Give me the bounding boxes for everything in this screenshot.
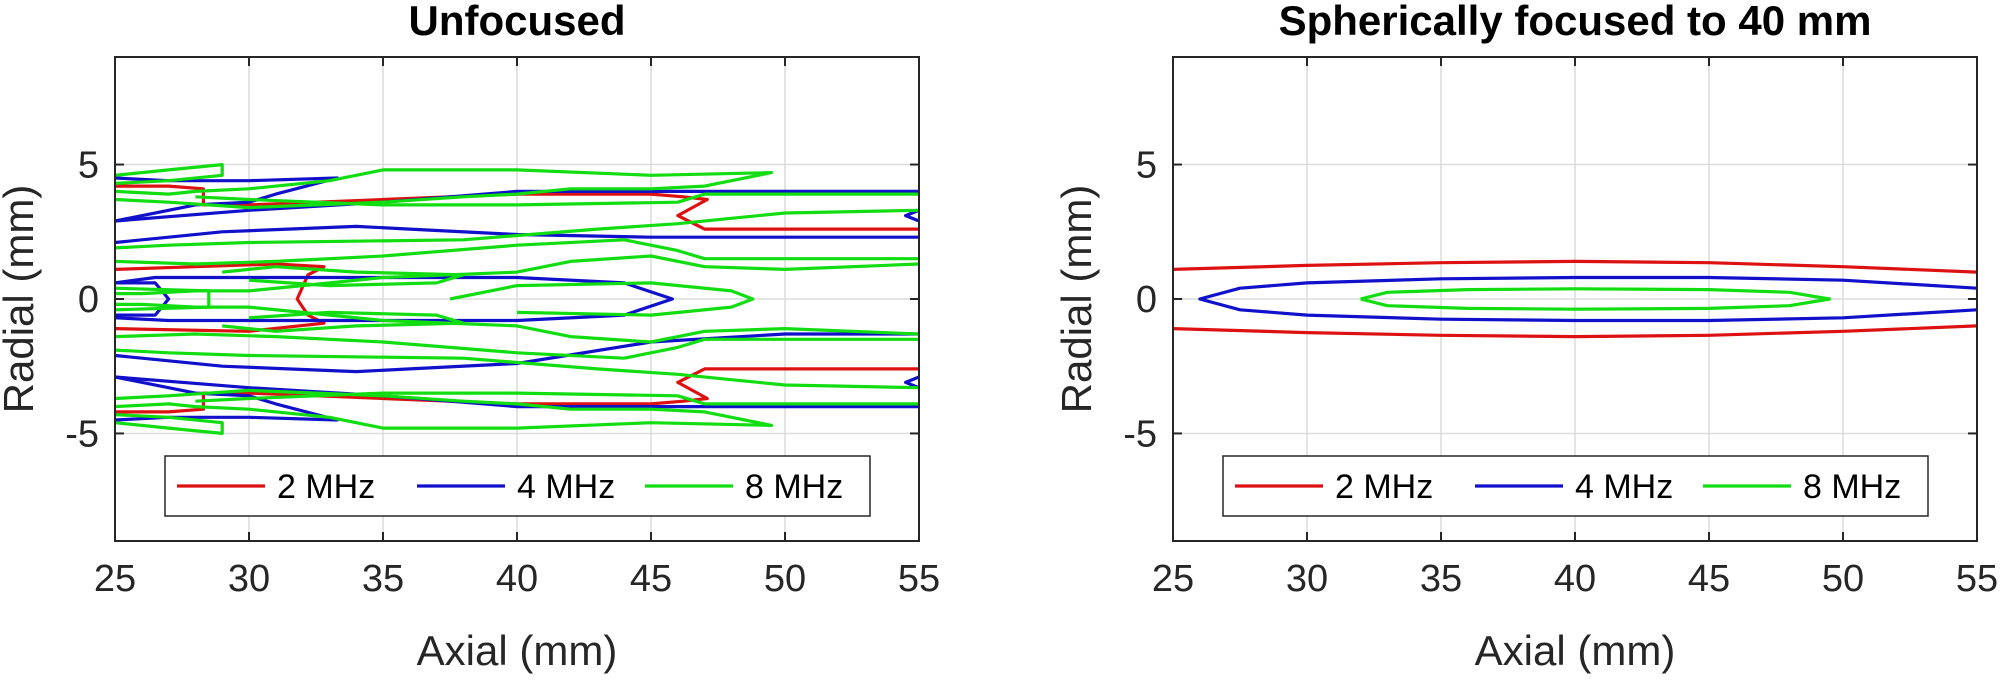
x-tick-label: 55	[1956, 558, 1998, 600]
y-tick-label: 5	[1136, 145, 1157, 187]
y-axis-label: Radial (mm)	[1053, 185, 1100, 414]
x-tick-label: 45	[630, 558, 672, 600]
chart-title: Spherically focused to 40 mm	[1279, 0, 1872, 44]
x-tick-label: 30	[1286, 558, 1328, 600]
contour-line-8-mhz	[115, 348, 919, 390]
y-axis-label: Radial (mm)	[0, 185, 42, 414]
legend-box	[164, 455, 871, 517]
contour-line-8-mhz	[115, 413, 224, 435]
contour-line-8-mhz	[449, 281, 755, 317]
contour-line-4-mhz	[115, 332, 919, 374]
contour-line-4-mhz	[115, 224, 919, 245]
axes-box	[114, 56, 920, 542]
contour-line-8-mhz	[115, 238, 919, 266]
contour-line-4-mhz	[115, 189, 919, 223]
x-axis-label: Axial (mm)	[417, 627, 618, 674]
legend-label: 8 MHz	[1803, 468, 1901, 506]
x-tick-label: 40	[496, 558, 538, 600]
x-tick-label: 50	[764, 558, 806, 600]
legend: 2 MHz 4 MHz 8 MHz	[1222, 455, 1929, 517]
legend-label: 8 MHz	[745, 468, 843, 506]
contour-group	[115, 163, 919, 435]
contour-line-4-mhz	[904, 375, 919, 390]
x-tick-label: 55	[898, 558, 940, 600]
contour-line-2-mhz	[1173, 259, 1977, 274]
y-tick-label: 5	[78, 145, 99, 187]
contour-line-8-mhz	[115, 332, 919, 360]
contour-line-8-mhz	[222, 310, 465, 333]
x-tick-label: 35	[362, 558, 404, 600]
legend-label: 2 MHz	[277, 468, 375, 506]
x-tick-label: 35	[1420, 558, 1462, 600]
x-tick-label: 30	[228, 558, 270, 600]
chart-title: Unfocused	[408, 0, 625, 44]
y-tick-label: -5	[65, 413, 99, 455]
x-tick-label: 25	[1152, 558, 1194, 600]
contour-line-8-mhz	[115, 286, 211, 312]
contour-group	[1173, 259, 1977, 339]
contour-line-4-mhz	[115, 275, 674, 323]
legend-box	[1222, 455, 1929, 517]
y-tick-label: 0	[78, 279, 99, 321]
contour-line-4-mhz	[115, 375, 919, 409]
contour-line-8-mhz	[195, 192, 919, 207]
contour-line-4-mhz	[1198, 275, 1977, 323]
contour-line-8-mhz	[1360, 287, 1832, 311]
legend-label: 4 MHz	[517, 468, 615, 506]
contour-line-8-mhz	[222, 265, 465, 288]
legend-label: 2 MHz	[1335, 468, 1433, 506]
legend-label: 4 MHz	[1575, 468, 1673, 506]
x-tick-label: 25	[94, 558, 136, 600]
x-tick-label: 40	[1554, 558, 1596, 600]
contour-line-8-mhz	[115, 388, 774, 430]
y-tick-label: 0	[1136, 279, 1157, 321]
contour-line-4-mhz	[115, 281, 171, 317]
contour-line-8-mhz	[195, 391, 919, 406]
contour-line-2-mhz	[1173, 324, 1977, 339]
x-axis-label: Axial (mm)	[1475, 627, 1676, 674]
contour-line-8-mhz	[115, 208, 919, 250]
axes-box	[1172, 56, 1978, 542]
y-tick-label: -5	[1123, 413, 1157, 455]
x-tick-label: 50	[1822, 558, 1864, 600]
legend: 2 MHz 4 MHz 8 MHz	[164, 455, 871, 517]
contour-line-8-mhz	[115, 163, 224, 185]
x-tick-label: 45	[1688, 558, 1730, 600]
contour-line-4-mhz	[904, 208, 919, 223]
